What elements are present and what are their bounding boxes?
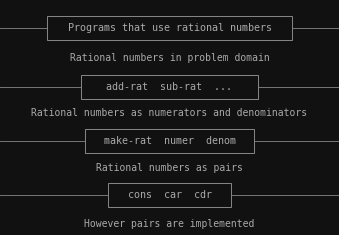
Text: add-rat  sub-rat  ...: add-rat sub-rat ... (106, 82, 233, 92)
Text: Rational numbers as pairs: Rational numbers as pairs (96, 163, 243, 173)
Text: make-rat  numer  denom: make-rat numer denom (103, 136, 236, 146)
FancyBboxPatch shape (85, 129, 254, 153)
Text: However pairs are implemented: However pairs are implemented (84, 219, 255, 229)
FancyBboxPatch shape (47, 16, 292, 40)
Text: Rational numbers as numerators and denominators: Rational numbers as numerators and denom… (32, 108, 307, 118)
FancyBboxPatch shape (108, 183, 231, 207)
Text: Rational numbers in problem domain: Rational numbers in problem domain (69, 53, 270, 63)
Text: Programs that use rational numbers: Programs that use rational numbers (67, 23, 272, 33)
FancyBboxPatch shape (81, 75, 258, 99)
Text: cons  car  cdr: cons car cdr (127, 190, 212, 200)
